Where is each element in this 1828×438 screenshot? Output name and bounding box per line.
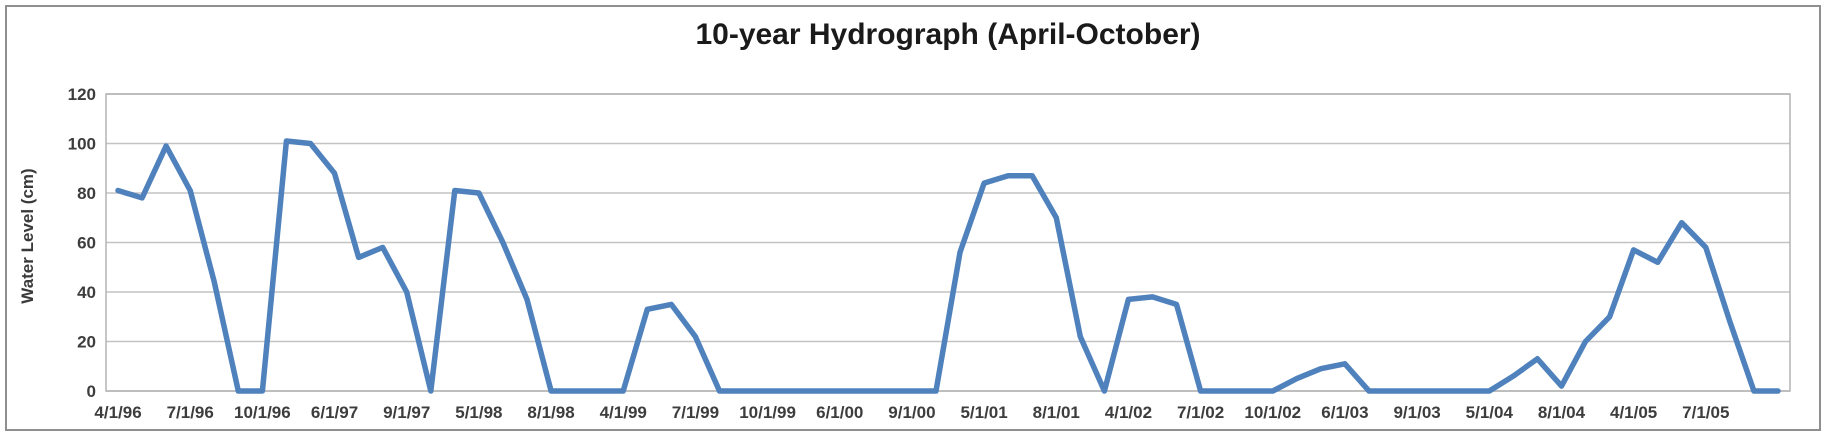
x-tick-label: 5/1/01	[960, 403, 1007, 422]
x-tick-label: 9/1/97	[383, 403, 430, 422]
y-tick-label: 0	[87, 382, 96, 401]
x-tick-label: 9/1/00	[888, 403, 935, 422]
x-tick-label: 4/1/99	[600, 403, 647, 422]
x-tick-label: 6/1/03	[1321, 403, 1368, 422]
x-tick-label: 5/1/98	[455, 403, 502, 422]
y-tick-label: 80	[77, 184, 96, 203]
x-tick-label: 6/1/97	[311, 403, 358, 422]
y-tick-label: 60	[77, 234, 96, 253]
chart-frame	[5, 5, 1821, 431]
x-tick-label: 8/1/01	[1033, 403, 1080, 422]
plot-area-border	[105, 93, 1791, 392]
y-tick-label: 120	[68, 85, 96, 104]
x-tick-label: 7/1/05	[1682, 403, 1729, 422]
x-tick-label: 6/1/00	[816, 403, 863, 422]
x-tick-label: 9/1/03	[1393, 403, 1440, 422]
chart-title: 10-year Hydrograph (April-October)	[695, 18, 1201, 51]
x-tick-label: 4/1/96	[94, 403, 141, 422]
x-tick-label: 4/1/02	[1105, 403, 1152, 422]
x-tick-label: 10/1/96	[234, 403, 291, 422]
x-tick-label: 8/1/04	[1538, 403, 1586, 422]
y-tick-label: 100	[68, 135, 96, 154]
x-tick-label: 7/1/99	[672, 403, 719, 422]
hydrograph-line	[115, 138, 1781, 394]
x-tick-label: 5/1/04	[1466, 403, 1514, 422]
x-tick-label: 7/1/96	[167, 403, 214, 422]
y-tick-label: 20	[77, 333, 96, 352]
y-tick-label: 40	[77, 283, 96, 302]
x-tick-label: 10/1/02	[1244, 403, 1301, 422]
x-tick-label: 8/1/98	[527, 403, 574, 422]
x-tick-label: 4/1/05	[1610, 403, 1657, 422]
x-tick-label: 7/1/02	[1177, 403, 1224, 422]
x-tick-label: 10/1/99	[739, 403, 796, 422]
